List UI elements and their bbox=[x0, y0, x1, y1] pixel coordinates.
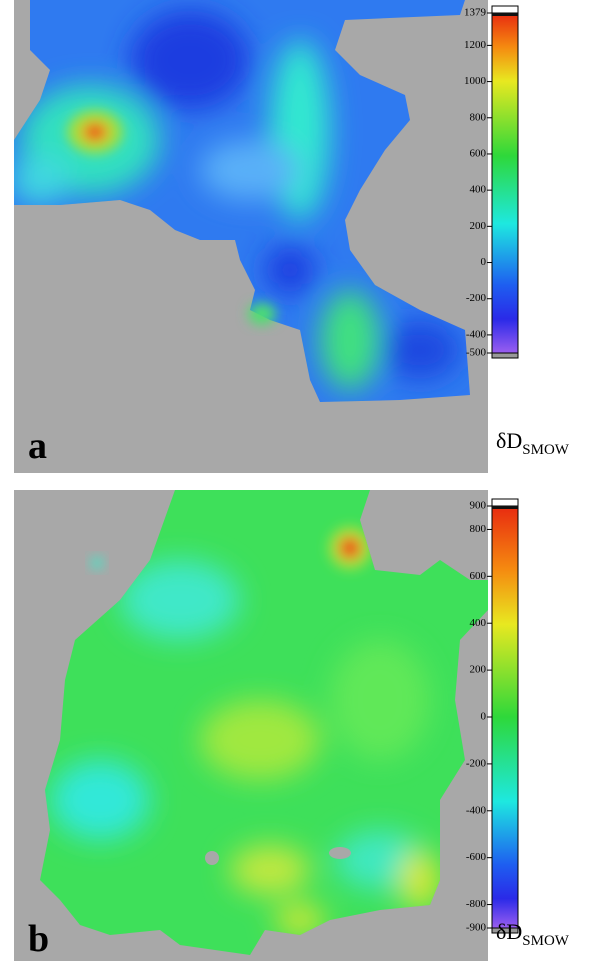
unit: δD bbox=[496, 428, 522, 453]
colorbar-top-strip bbox=[492, 13, 518, 16]
panel-label: b bbox=[28, 918, 49, 960]
tick-label: 1379 bbox=[464, 7, 487, 19]
colorbar-top-cap bbox=[491, 5, 519, 14]
unit-subscript: SMOW bbox=[522, 933, 570, 949]
colorbar-bottom-cap bbox=[491, 352, 519, 359]
tick-label: 800 bbox=[470, 523, 487, 535]
colorbar bbox=[491, 505, 519, 929]
tick-label: -200 bbox=[466, 292, 487, 304]
colorbar-top-strip bbox=[492, 506, 518, 509]
tick-label: -500 bbox=[466, 347, 487, 359]
tick-label: 900 bbox=[470, 500, 487, 512]
tick-label: -900 bbox=[466, 922, 487, 934]
tick-label: 800 bbox=[470, 111, 487, 123]
tick-label: 600 bbox=[470, 147, 487, 159]
tick-label: 200 bbox=[470, 220, 487, 232]
colorbar-top-cap bbox=[491, 498, 519, 507]
unit: δD bbox=[496, 919, 522, 944]
tick-label: 400 bbox=[470, 617, 487, 629]
unit-label: δDSMOW bbox=[496, 428, 570, 458]
tick-label: -600 bbox=[466, 851, 487, 863]
tick-label: 1200 bbox=[464, 39, 487, 51]
tick-label: -400 bbox=[466, 328, 487, 340]
tick-label: 600 bbox=[470, 570, 487, 582]
panel-label: a bbox=[28, 425, 47, 467]
tick-label: 0 bbox=[481, 256, 487, 268]
tick-label: -200 bbox=[466, 757, 487, 769]
tick-label: 400 bbox=[470, 184, 487, 196]
map-a bbox=[14, 0, 488, 473]
unit-subscript: SMOW bbox=[522, 442, 570, 458]
tick-label: -400 bbox=[466, 804, 487, 816]
tick-label: 200 bbox=[470, 664, 487, 676]
colorbar-bottom-cap bbox=[491, 927, 519, 934]
colorbar bbox=[491, 12, 519, 354]
tick-label: -800 bbox=[466, 898, 487, 910]
colorbar-b: 900 800 600 400 200 0 -200 -400 -600 -800 -900 bbox=[466, 498, 519, 934]
unit-label: δDSMOW bbox=[496, 919, 570, 949]
colorbar-a: 1379 1200 1000 800 600 400 200 0 -200 -400 -500 bbox=[464, 5, 519, 359]
map-b bbox=[14, 490, 488, 961]
tick-label: 1000 bbox=[464, 75, 487, 87]
tick-label: 0 bbox=[481, 711, 487, 723]
